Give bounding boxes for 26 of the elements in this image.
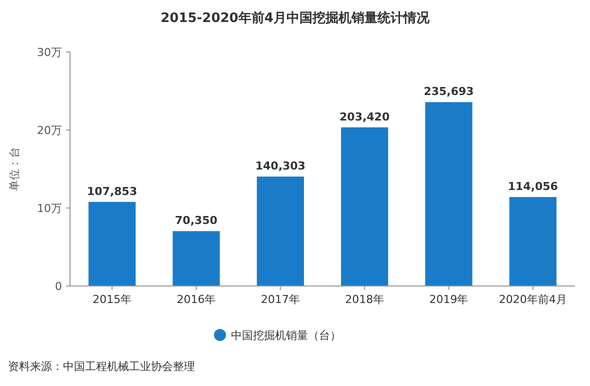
text: 203,420 xyxy=(340,110,390,124)
y-axis-title: 单位：台 xyxy=(8,147,21,191)
x-tick-label: 2019年 xyxy=(429,293,468,306)
text: 235,693 xyxy=(424,85,474,98)
bar xyxy=(425,102,472,286)
chart-title: 2015-2020年前4月中国挖掘机销量统计情况 xyxy=(160,10,430,26)
x-tick-label: 2017年 xyxy=(260,293,300,306)
x-tick-label: 2020年前4月 xyxy=(498,293,567,306)
y-tick-label: 10万 xyxy=(37,202,62,215)
bar xyxy=(509,197,556,286)
legend-label: 中国挖掘机销量（台） xyxy=(231,328,341,342)
text: 114,056 xyxy=(508,180,558,194)
x-tick-label: 2016年 xyxy=(176,293,216,306)
y-tick-label: 20万 xyxy=(37,124,62,137)
text: 107,853 xyxy=(87,184,138,198)
bar xyxy=(88,202,136,286)
y-tick-label: 0 xyxy=(55,280,62,293)
bar xyxy=(341,127,388,286)
text: 70,350 xyxy=(175,214,218,228)
bar xyxy=(172,231,220,286)
bar xyxy=(256,176,304,286)
text: 资料来源：中国工程机械工业协会整理 xyxy=(8,360,195,373)
y-tick-label: 30万 xyxy=(37,46,62,59)
text: 140,303 xyxy=(255,160,306,173)
x-tick-label: 2015年 xyxy=(92,293,132,306)
x-tick-label: 2018年 xyxy=(345,293,384,306)
